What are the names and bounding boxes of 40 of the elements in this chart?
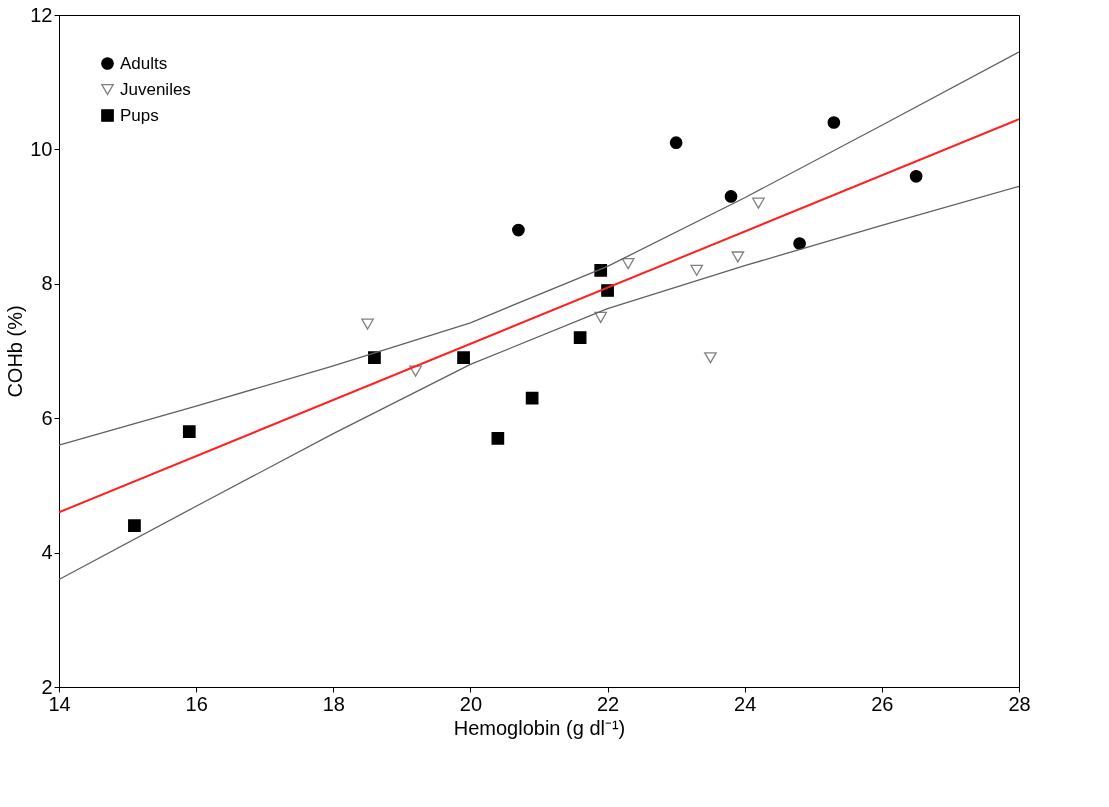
legend-label: Pups — [120, 105, 159, 125]
point — [704, 352, 717, 364]
x-tick-label: 26 — [871, 692, 894, 715]
point — [128, 519, 141, 533]
point — [525, 391, 539, 405]
legend-label: Adults — [120, 53, 168, 73]
x-tick-label: 20 — [459, 692, 483, 715]
line-series — [58, 51, 1020, 446]
point — [752, 197, 765, 209]
point — [909, 169, 923, 183]
x-tick-label: 28 — [1008, 692, 1031, 715]
point — [457, 351, 470, 365]
point — [491, 432, 505, 445]
x-tick-label: 22 — [596, 692, 620, 715]
point — [669, 136, 683, 150]
point — [512, 223, 525, 237]
y-tick-label: 6 — [41, 406, 53, 429]
point — [182, 425, 196, 438]
y-tick-label: 4 — [41, 541, 53, 564]
point — [368, 351, 381, 365]
point — [361, 318, 374, 330]
point — [690, 264, 704, 276]
point — [573, 331, 587, 344]
legend-label: Juveniles — [120, 79, 191, 99]
x-tick-label: 24 — [734, 692, 757, 715]
point — [724, 190, 738, 203]
y-tick-label: 8 — [41, 272, 53, 295]
y-tick-label: 12 — [30, 3, 53, 26]
x-tick-label: 18 — [322, 692, 345, 715]
point — [621, 258, 635, 270]
point — [731, 251, 745, 263]
line-series — [58, 185, 1020, 581]
y-tick-label: 2 — [41, 675, 53, 698]
point — [793, 237, 806, 250]
point — [827, 116, 841, 129]
x-axis-title: Hemoglobin (g dl⁻¹) — [453, 716, 626, 739]
point — [594, 311, 608, 323]
y-axis-title: COHb (%) — [4, 305, 27, 398]
y-tick-label: 10 — [30, 137, 53, 160]
x-tick-label: 16 — [185, 692, 208, 715]
